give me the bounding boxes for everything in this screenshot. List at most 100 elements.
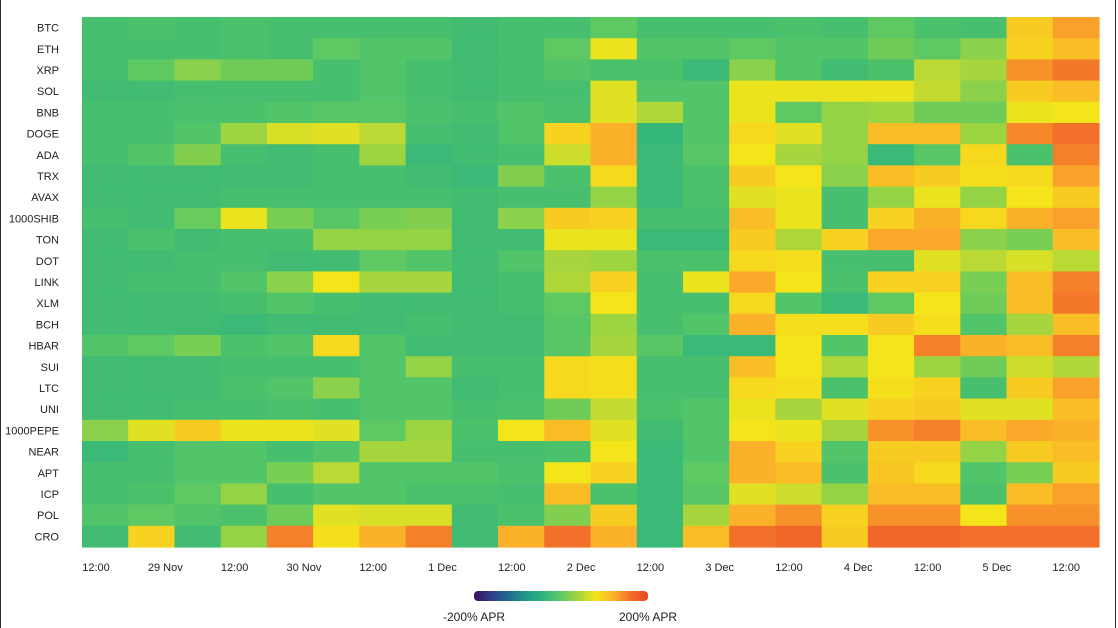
heatmap-cell <box>636 186 684 209</box>
heatmap-cell <box>359 462 407 484</box>
heatmap-cell <box>729 123 777 145</box>
heatmap-cell <box>266 250 314 272</box>
heatmap-cell <box>498 335 545 357</box>
heatmap-cell <box>128 483 176 506</box>
heatmap-cell <box>544 165 592 188</box>
heatmap-cell <box>220 271 268 294</box>
heatmap-cell <box>82 229 129 251</box>
heatmap-cell <box>914 101 961 124</box>
x-tick-label: 12:00 <box>1052 562 1080 574</box>
heatmap-cell <box>914 462 961 484</box>
heatmap-cell <box>821 313 869 336</box>
heatmap-cell <box>590 165 638 188</box>
heatmap-cell <box>498 17 545 39</box>
heatmap-cell <box>220 17 268 39</box>
heatmap-cell <box>590 292 638 315</box>
heatmap-cell <box>914 483 961 506</box>
heatmap-cell <box>498 207 545 230</box>
heatmap-cell <box>729 271 777 294</box>
heatmap-cell <box>636 356 684 378</box>
x-tick-label: 5 Dec <box>983 562 1012 574</box>
heatmap-cell <box>590 250 638 272</box>
heatmap-cell <box>914 207 961 230</box>
heatmap-cell <box>821 38 869 60</box>
heatmap-cell <box>128 271 176 294</box>
heatmap-cell <box>867 165 915 188</box>
heatmap-cell <box>359 504 407 527</box>
heatmap-cell <box>266 101 314 124</box>
heatmap-cell <box>266 441 314 463</box>
heatmap-cell <box>451 144 499 166</box>
heatmap-cell <box>914 186 961 209</box>
heatmap-cell <box>775 38 823 60</box>
heatmap-cell <box>821 483 869 506</box>
heatmap-cell <box>174 59 222 82</box>
heatmap-cell <box>867 335 915 357</box>
heatmap-cell <box>544 17 592 39</box>
heatmap-cell <box>682 504 730 527</box>
heatmap-cell <box>266 356 314 378</box>
heatmap-cell <box>590 59 638 82</box>
heatmap-cell <box>451 525 499 548</box>
heatmap-cell <box>636 483 684 506</box>
heatmap-cell <box>960 313 1008 336</box>
heatmap-cell <box>220 101 268 124</box>
heatmap-cell <box>821 80 869 103</box>
heatmap-cell <box>682 377 730 400</box>
heatmap-cell <box>405 377 453 400</box>
heatmap-cell <box>729 356 777 378</box>
heatmap-cell <box>544 356 592 378</box>
heatmap-cell <box>867 80 915 103</box>
heatmap-cell <box>867 101 915 124</box>
y-tick-label: BNB <box>36 107 59 119</box>
heatmap-cell <box>498 356 545 378</box>
heatmap-cell <box>960 462 1008 484</box>
heatmap-cell <box>359 398 407 421</box>
y-tick-label: ETH <box>37 44 59 56</box>
x-tick-label: 12:00 <box>82 562 110 574</box>
heatmap-cell <box>174 250 222 272</box>
heatmap-cell <box>359 59 407 82</box>
heatmap-cell <box>1052 292 1100 315</box>
heatmap-cell <box>220 313 268 336</box>
heatmap-cell <box>1006 462 1054 484</box>
heatmap-cell <box>220 59 268 82</box>
heatmap-cell <box>1006 38 1054 60</box>
heatmap-cell <box>682 59 730 82</box>
y-tick-label: TON <box>36 235 59 247</box>
heatmap-cell <box>682 398 730 421</box>
heatmap-cell <box>636 525 684 548</box>
y-tick-label: NEAR <box>28 447 59 459</box>
heatmap-cell <box>821 207 869 230</box>
heatmap-cell <box>821 462 869 484</box>
heatmap-cell <box>821 525 869 548</box>
heatmap-cell <box>266 419 314 442</box>
heatmap-cell <box>636 441 684 463</box>
heatmap-cell <box>82 504 129 527</box>
heatmap-cell <box>729 441 777 463</box>
heatmap-cell <box>1052 525 1100 548</box>
heatmap-cell <box>1006 186 1054 209</box>
heatmap-cell <box>914 313 961 336</box>
heatmap-cell <box>405 123 453 145</box>
heatmap-cell <box>960 250 1008 272</box>
heatmap-cell <box>729 419 777 442</box>
heatmap-cell <box>682 207 730 230</box>
heatmap-cell <box>82 271 129 294</box>
heatmap-cell <box>82 38 129 60</box>
heatmap-cell <box>682 335 730 357</box>
heatmap-cell <box>1006 292 1054 315</box>
heatmap-cell <box>128 186 176 209</box>
heatmap-cell <box>359 229 407 251</box>
heatmap-cell <box>82 335 129 357</box>
x-tick-label: 12:00 <box>359 562 387 574</box>
heatmap-cell <box>775 229 823 251</box>
heatmap-cell <box>174 80 222 103</box>
heatmap-cell <box>867 123 915 145</box>
heatmap-cell <box>682 123 730 145</box>
heatmap-cell <box>359 207 407 230</box>
heatmap-cell <box>82 186 129 209</box>
heatmap-cell <box>313 377 360 400</box>
heatmap-cell <box>775 377 823 400</box>
